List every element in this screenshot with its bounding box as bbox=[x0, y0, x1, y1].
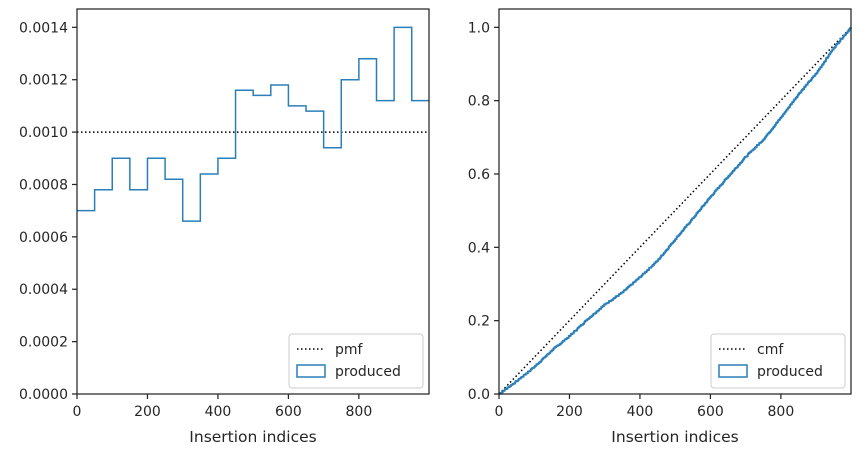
left-y-tick-label: 0.0002 bbox=[19, 335, 68, 351]
histogram-bin bbox=[77, 211, 95, 394]
produced-histogram-outline bbox=[77, 26, 429, 222]
left-x-tick-label: 800 bbox=[346, 404, 373, 420]
right-legend-box bbox=[710, 333, 846, 389]
left-y-tick-label: 0.0010 bbox=[19, 125, 68, 141]
histogram-bin bbox=[200, 174, 218, 394]
left-axes-frame bbox=[76, 8, 430, 395]
histogram-bin bbox=[147, 158, 165, 394]
histogram-bin bbox=[271, 85, 289, 394]
cmf-reference-line bbox=[498, 26, 852, 395]
right-y-tick-label: 0.0 bbox=[468, 387, 490, 403]
legend-produced-label: produced bbox=[757, 364, 823, 380]
left-x-axis: 0 200 400 600 800 bbox=[73, 394, 373, 420]
right-x-axis: 0 200 400 600 800 bbox=[495, 394, 795, 420]
left-x-tick-label: 400 bbox=[205, 404, 232, 420]
cmf-reference-line-group bbox=[498, 26, 852, 395]
right-legend: cmf produced bbox=[710, 333, 846, 389]
histogram-bin bbox=[130, 190, 148, 394]
legend-produced-marker bbox=[296, 364, 326, 378]
right-y-tick-label: 0.2 bbox=[468, 314, 490, 330]
legend-pmf-label: pmf bbox=[335, 342, 364, 358]
left-x-tick-label: 200 bbox=[134, 404, 161, 420]
right-x-tick-label: 800 bbox=[768, 404, 795, 420]
left-x-tick-label: 0 bbox=[73, 404, 82, 420]
produced-histogram-group bbox=[77, 26, 429, 394]
pmf-histogram-panel: 0 200 400 600 800 0.00000.00020.00040.00060.… bbox=[19, 8, 430, 446]
legend-produced-marker bbox=[718, 364, 748, 378]
left-y-tick-label: 0.0006 bbox=[19, 230, 68, 246]
right-axes-frame bbox=[498, 8, 852, 395]
right-y-tick-label: 1.0 bbox=[468, 20, 490, 36]
right-x-tick-label: 0 bbox=[495, 404, 504, 420]
legend-cmf-label: cmf bbox=[757, 342, 784, 358]
histogram-bin bbox=[218, 158, 236, 394]
left-y-tick-label: 0.0000 bbox=[19, 387, 68, 403]
right-y-tick-label: 0.6 bbox=[468, 167, 490, 183]
histogram-bin bbox=[236, 90, 254, 394]
left-x-axis-label: Insertion indices bbox=[189, 428, 316, 446]
right-x-tick-label: 200 bbox=[556, 404, 583, 420]
left-y-tick-label: 0.0012 bbox=[19, 73, 68, 89]
left-y-tick-label: 0.0004 bbox=[19, 282, 68, 298]
produced-cumulative-line bbox=[498, 26, 852, 395]
right-x-tick-label: 600 bbox=[697, 404, 724, 420]
histogram-bin bbox=[183, 221, 201, 394]
right-y-tick-label: 0.8 bbox=[468, 94, 490, 110]
right-x-tick-label: 400 bbox=[627, 404, 654, 420]
right-y-axis: 0.0 0.2 0.4 0.6 0.8 1.0 bbox=[468, 20, 499, 403]
produced-cumulative-group bbox=[498, 26, 852, 395]
left-y-tick-label: 0.0008 bbox=[19, 177, 68, 193]
left-legend-box bbox=[288, 333, 424, 389]
left-legend: pmf produced bbox=[288, 333, 424, 389]
left-x-tick-label: 600 bbox=[275, 404, 302, 420]
histogram-bin bbox=[112, 158, 130, 394]
legend-produced-label: produced bbox=[335, 364, 401, 380]
histogram-bin bbox=[165, 179, 183, 394]
left-y-axis: 0.0000 0.0002 0.0004 0.0006 0.0008 0.0010 0.00… bbox=[19, 20, 77, 403]
histogram-bin bbox=[253, 95, 271, 394]
histogram-bin bbox=[95, 190, 113, 394]
cmf-panel: 0 200 400 600 800 0.0 0.2 0.4 0.6 0.8 1.0 Inserti… bbox=[468, 8, 852, 446]
right-y-tick-label: 0.4 bbox=[468, 240, 490, 256]
right-x-axis-label: Insertion indices bbox=[611, 428, 738, 446]
left-y-tick-label: 0.0014 bbox=[19, 20, 68, 36]
